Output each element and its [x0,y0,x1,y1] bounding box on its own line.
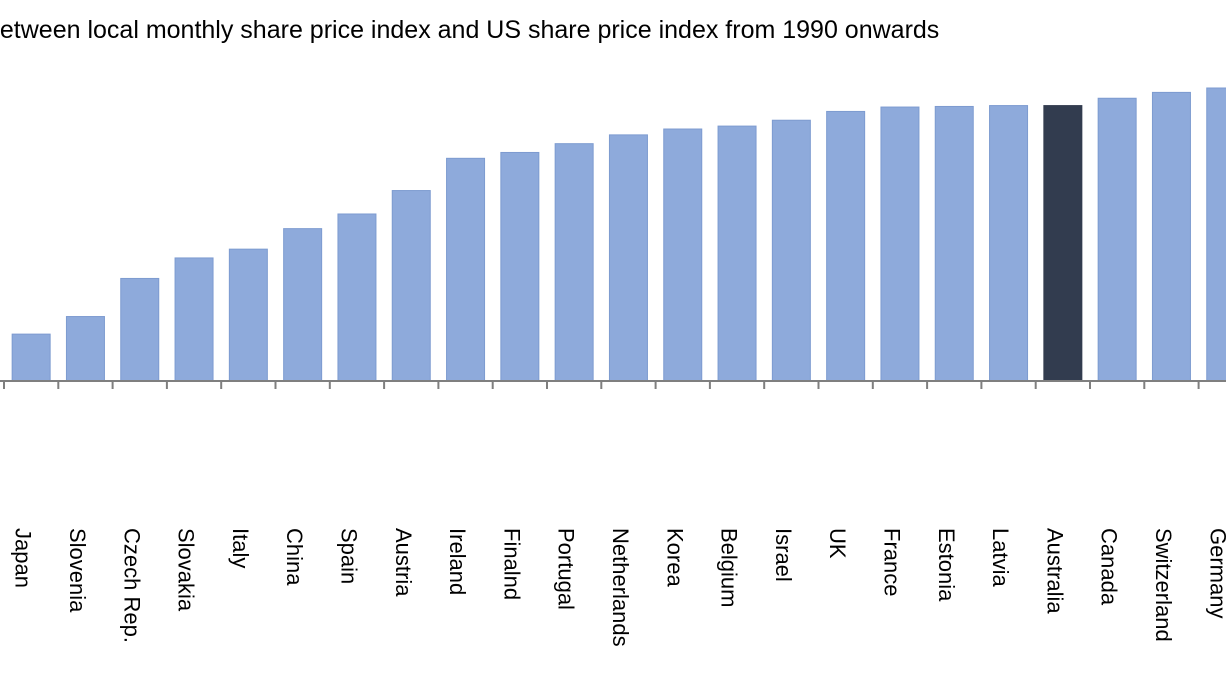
tick-label-israel: Israel [771,528,796,582]
bar-slovakia [174,257,214,382]
tick-label-italy: Italy [228,528,253,568]
tick-label-china: China [282,528,307,586]
tick-label-portugal: Portugal [554,528,579,610]
tick-label-uk: UK [825,528,850,559]
bar-israel [771,119,811,382]
tick-label-slovakia: Slovakia [174,528,199,612]
tick-label-japan: Japan [11,528,36,588]
tick-label-france: France [879,528,904,596]
bar-italy [228,248,268,382]
bar-slovenia [65,316,105,382]
bar-germany [1206,87,1226,382]
tick-label-austria: Austria [391,528,416,597]
bar-france [880,106,920,382]
tick-label-estonia: Estonia [934,528,959,602]
bar-austria [391,190,431,382]
bar-spain [337,213,377,382]
tick-label-canada: Canada [1097,528,1122,606]
bar-portugal [554,143,594,382]
tick-label-korea: Korea [662,528,687,587]
bar-estonia [934,105,974,382]
bar-japan [11,333,51,382]
tick-label-netherlands: Netherlands [608,528,633,647]
bar-uk [826,110,866,382]
tick-label-slovenia: Slovenia [65,528,90,613]
tick-label-switzerland: Switzerland [1151,528,1176,642]
bar-china [283,228,323,382]
tick-label-czech-rep: Czech Rep. [119,528,144,643]
bar-belgium [717,125,757,382]
bar-latvia [989,105,1029,382]
tick-label-latvia: Latvia [988,528,1013,587]
bars-group [11,87,1226,382]
tick-label-spain: Spain [336,528,361,584]
tick-label-germany: Germany [1205,528,1226,618]
bar-canada [1097,97,1137,382]
tick-label-belgium: Belgium [717,528,742,607]
chart-title: between local monthly share price index … [0,16,940,44]
bar-korea [663,128,703,382]
tick-label-ireland: Ireland [445,528,470,595]
bar-netherlands [608,134,648,382]
tick-label-australia: Australia [1042,528,1067,614]
tick-label-finalnd: Finalnd [499,528,524,600]
category-labels: Japan Slovenia Czech Rep. Slovakia Italy Chin… [11,528,1226,647]
bar-australia [1043,105,1083,382]
bar-ireland [446,157,486,382]
bar-finalnd [500,151,540,382]
bar-switzerland [1151,91,1191,382]
x-axis [0,380,1226,389]
bar-czech-rep [120,277,160,382]
